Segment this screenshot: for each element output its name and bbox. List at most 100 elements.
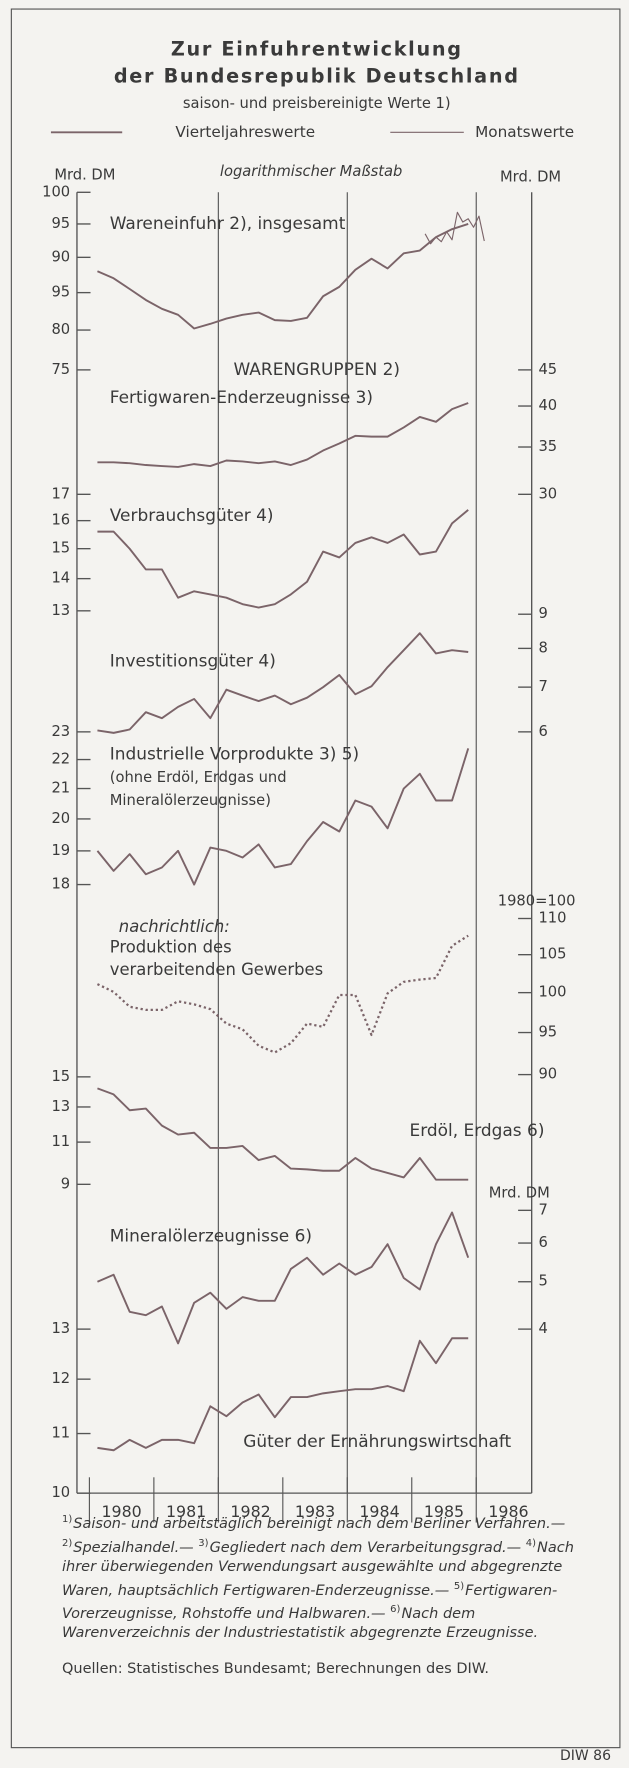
chart-title: der Bundesrepublik Deutschland <box>114 64 520 87</box>
series-line <box>97 223 469 330</box>
y2-tick-label: 100 <box>538 984 566 1001</box>
series-line <box>96 748 470 886</box>
y-tick-label: 11 <box>51 1133 70 1150</box>
y2-tick-label: 8 <box>538 639 547 656</box>
left-unit: Mrd. DM <box>54 166 115 183</box>
panel-label: verarbeitenden Gewerbes <box>110 960 323 979</box>
frame <box>10 8 621 1749</box>
footnote-mark: 6) <box>390 1604 401 1616</box>
series-line <box>97 402 469 468</box>
y2-tick-label: 7 <box>538 1201 547 1218</box>
y2-tick-label: 9 <box>538 605 547 622</box>
sources: Quellen: Statistisches Bundesamt; Berech… <box>62 1661 490 1677</box>
panel-label: Mineralölerzeugnisse) <box>110 792 271 809</box>
y-tick-label: 16 <box>51 512 70 529</box>
y-tick-label: 21 <box>51 780 70 797</box>
footnote-text: Nach ihrer überwiegenden Verwendungsart … <box>62 1539 574 1599</box>
panel-label: Erdöl, Erdgas 6) <box>410 1120 545 1140</box>
x-tick-label: 1982 <box>230 1502 270 1521</box>
footnote-text: Spezialhandel.— <box>73 1539 194 1556</box>
footnote-mark: 4) <box>525 1537 537 1549</box>
scale-note: logarithmischer Maßstab <box>220 163 402 180</box>
x-tick-label: 1985 <box>424 1502 464 1521</box>
panel-label: Fertigwaren-Enderzeugnisse 3) <box>110 387 373 407</box>
y2-tick-label: 110 <box>538 910 566 927</box>
footnote-text: Gegliedert nach dem Verarbeitungsgrad.— <box>209 1539 522 1556</box>
y-tick-label: 18 <box>51 876 70 893</box>
y-tick-label: 75 <box>51 361 70 378</box>
y-tick-label: 12 <box>51 1370 70 1387</box>
y-tick-label: 14 <box>51 570 70 587</box>
footnote-mark: 5) <box>453 1580 465 1592</box>
y2-tick-label: 95 <box>538 1024 557 1041</box>
y2-tick-label: 30 <box>538 485 557 502</box>
x-tick-label: 1980 <box>101 1502 141 1521</box>
legend-label: Vierteljahreswerte <box>175 123 315 141</box>
y2-tick-label: 45 <box>538 361 557 378</box>
y-tick-label: 13 <box>51 1098 70 1115</box>
y-tick-label: 13 <box>51 602 70 619</box>
x-tick-label: 1986 <box>488 1502 528 1521</box>
y-tick-label: 20 <box>51 810 70 827</box>
panel-label: Mineralölerzeugnisse 6) <box>110 1225 312 1245</box>
subtitle: saison- und preisbereinigte Werte 1) <box>183 95 451 112</box>
panel-unit: 1980=100 <box>498 893 576 910</box>
y-tick-label: 10 <box>51 1484 70 1501</box>
series-line <box>97 632 469 734</box>
footnote-text: Fertigwaren-Vorerzeugnisse, Rohstoffe un… <box>62 1582 558 1623</box>
y-tick-label: 90 <box>51 248 70 265</box>
series-line <box>97 1337 469 1452</box>
panel-label: Wareneinfuhr 2), insgesamt <box>110 213 346 233</box>
y2-tick-label: 35 <box>538 438 557 455</box>
y-tick-label: 11 <box>51 1425 70 1442</box>
y-tick-label: 17 <box>51 485 70 502</box>
panel-label: Verbrauchsgüter 4) <box>110 505 274 525</box>
y-tick-label: 100 <box>42 183 70 200</box>
y2-tick-label: 7 <box>538 678 547 695</box>
y2-tick-label: 6 <box>538 723 547 740</box>
series-line <box>97 1211 470 1345</box>
y2-tick-label: 5 <box>538 1273 547 1290</box>
y2-tick-label: 4 <box>538 1320 547 1337</box>
y-tick-label: 22 <box>51 751 70 768</box>
series-line <box>97 509 469 609</box>
panel-label: Güter der Ernährungswirtschaft <box>243 1431 511 1451</box>
y-tick-label: 13 <box>51 1320 70 1337</box>
legend-label: Monatswerte <box>475 123 574 141</box>
panel-unit: Mrd. DM <box>489 1184 550 1201</box>
panel-label: Produktion des <box>110 937 232 956</box>
footnote-text: Nach dem Warenverzeichnis der Industries… <box>62 1606 539 1642</box>
x-tick-label: 1984 <box>359 1502 399 1521</box>
footnotes: 1)Saison- und arbeitstäglich bereinigt n… <box>62 1510 592 1643</box>
y2-tick-label: 105 <box>538 946 566 963</box>
y-tick-label: 19 <box>51 842 70 859</box>
credit: DIW 86 <box>559 1748 611 1764</box>
group-heading: WARENGRUPPEN 2) <box>233 359 400 379</box>
series-line <box>424 211 485 245</box>
y-tick-label: 80 <box>51 321 70 338</box>
footnote-text: Saison- und arbeitstäglich bereinigt nac… <box>73 1515 566 1532</box>
panel-label: nachrichtlich: <box>119 917 230 936</box>
y-tick-label: 15 <box>51 1068 70 1085</box>
x-tick-label: 1981 <box>166 1502 206 1521</box>
y2-tick-label: 6 <box>538 1234 547 1251</box>
series-line <box>97 1087 469 1181</box>
panel-label: Industrielle Vorprodukte 3) 5) <box>110 743 359 763</box>
y-tick-label: 95 <box>51 215 70 232</box>
right-unit: Mrd. DM <box>500 169 561 186</box>
y-tick-label: 23 <box>51 723 70 740</box>
y-tick-label: 95 <box>51 284 70 301</box>
footnote-mark: 2) <box>62 1537 73 1549</box>
panel-label: Investitionsgüter 4) <box>110 651 276 671</box>
y2-tick-label: 40 <box>538 397 557 414</box>
panel-label: (ohne Erdöl, Erdgas und <box>110 769 287 786</box>
footnote-mark: 1) <box>62 1514 73 1525</box>
y2-tick-label: 90 <box>538 1066 557 1083</box>
footnote-mark: 3) <box>198 1537 209 1549</box>
y-tick-label: 9 <box>61 1175 70 1192</box>
x-tick-label: 1983 <box>295 1502 335 1521</box>
chart-title: Zur Einfuhrentwicklung <box>171 37 463 60</box>
y-tick-label: 15 <box>51 540 70 557</box>
